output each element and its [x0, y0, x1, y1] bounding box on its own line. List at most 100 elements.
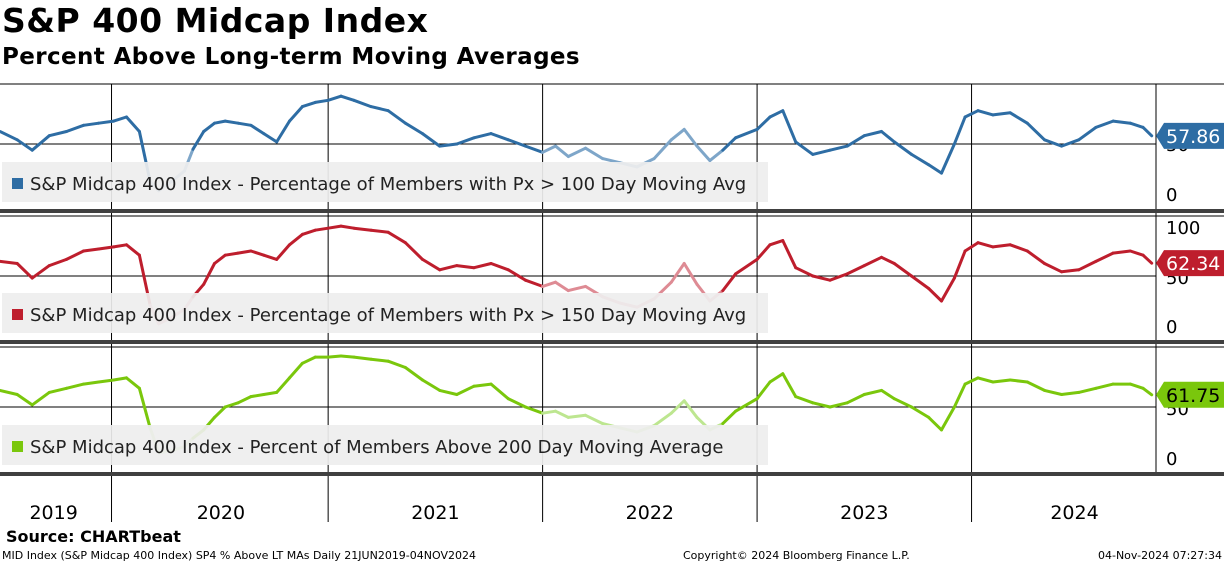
series-segment-p100 — [352, 98, 373, 109]
series-segment-p150 — [262, 253, 279, 261]
series-segment-p100 — [1111, 119, 1132, 125]
series-segment-p150 — [403, 241, 424, 261]
series-segment-p150 — [0, 259, 19, 265]
series-segment-p100 — [82, 121, 101, 127]
series-segment-p200 — [262, 390, 279, 396]
series-segment-p100 — [1141, 125, 1154, 138]
series-segment-p100 — [1128, 121, 1145, 129]
series-segment-p150 — [721, 272, 738, 293]
series-segment-p100 — [862, 130, 883, 138]
series-segment-p100 — [880, 130, 896, 144]
series-segment-p100 — [781, 109, 798, 144]
series-segment-p100 — [438, 142, 459, 148]
series-segment-p150 — [940, 276, 956, 303]
series-segment-p100 — [421, 132, 442, 148]
series-segment-p200 — [65, 382, 86, 390]
series-segment-p100 — [927, 163, 943, 175]
legend-swatch-p200 — [12, 441, 23, 452]
series-segment-p100 — [236, 121, 253, 127]
series-segment-p100 — [386, 109, 407, 125]
series-segment-p200 — [1043, 388, 1064, 396]
series-segment-p200 — [910, 405, 931, 419]
series-segment-p100 — [963, 109, 980, 119]
series-segment-p200 — [438, 388, 459, 396]
series-segment-p200 — [862, 388, 883, 396]
series-segment-p200 — [403, 366, 424, 382]
series-segment-p150 — [554, 280, 570, 293]
series-segment-p100 — [191, 130, 206, 151]
footer-timestamp: 04-Nov-2024 07:27:34 — [1097, 549, 1222, 562]
series-segment-p200 — [386, 359, 407, 369]
series-segment-p150 — [734, 257, 759, 276]
series-segment-p200 — [524, 405, 545, 415]
series-segment-p150 — [472, 262, 493, 270]
series-segment-p100 — [65, 123, 86, 133]
series-segment-p200 — [1094, 382, 1115, 390]
series-segment-p100 — [472, 132, 493, 140]
series-segment-p100 — [811, 148, 832, 156]
series-segment-p200 — [963, 376, 980, 386]
series-segment-p200 — [30, 390, 51, 407]
series-segment-p100 — [300, 100, 317, 109]
series-segment-p200 — [845, 393, 866, 405]
series-segment-p100 — [125, 115, 141, 133]
series-segment-p100 — [112, 115, 128, 123]
series-segment-p200 — [1008, 378, 1029, 384]
series-segment-p100 — [584, 146, 605, 161]
series-segment-p150 — [963, 241, 980, 253]
series-segment-p200 — [1128, 382, 1145, 390]
series-segment-p200 — [275, 376, 291, 394]
series-segment-p100 — [369, 105, 390, 113]
xaxis-label-2021: 2021 — [411, 502, 459, 524]
series-segment-p200 — [97, 378, 116, 384]
series-segment-p150 — [1141, 253, 1154, 265]
panel-separator-p100 — [0, 209, 1224, 213]
series-segment-p200 — [927, 415, 943, 432]
series-segment-p200 — [506, 397, 527, 409]
series-segment-p100 — [313, 98, 330, 104]
series-segment-p200 — [1060, 390, 1081, 396]
series-segment-p150 — [202, 262, 216, 286]
series-segment-p200 — [125, 376, 141, 390]
series-segment-p200 — [541, 409, 557, 415]
series-segment-p200 — [489, 382, 510, 401]
series-segment-p200 — [768, 372, 785, 384]
series-segment-p200 — [566, 413, 587, 419]
series-segment-p200 — [236, 395, 253, 405]
ytick-label-p150-0: 0 — [1166, 317, 1177, 338]
last-value-tag-p150 — [1156, 250, 1224, 277]
xaxis-label-2024: 2024 — [1050, 502, 1098, 524]
chart-title: S&P 400 Midcap Index — [2, 1, 429, 40]
series-segment-p100 — [275, 119, 291, 144]
series-segment-p100 — [828, 144, 849, 152]
panel-separator-p150 — [0, 340, 1224, 344]
series-segment-p150 — [223, 251, 240, 257]
series-segment-p150 — [65, 249, 86, 261]
series-segment-p100 — [554, 144, 570, 158]
series-segment-p150 — [669, 262, 686, 284]
series-segment-p200 — [1025, 380, 1046, 392]
series-segment-p150 — [976, 241, 995, 249]
series-segment-p100 — [734, 127, 759, 140]
series-segment-p150 — [794, 266, 815, 278]
series-segment-p100 — [288, 105, 304, 123]
series-segment-p200 — [326, 354, 343, 359]
chart-subtitle: Percent Above Long-term Moving Averages — [2, 44, 581, 70]
series-segment-p100 — [223, 119, 240, 125]
series-segment-p200 — [554, 409, 570, 419]
series-segment-p150 — [326, 224, 343, 230]
series-segment-p100 — [1060, 138, 1081, 148]
series-segment-p150 — [811, 274, 832, 282]
series-segment-p100 — [213, 119, 227, 125]
series-segment-p100 — [524, 144, 545, 154]
legend-label-p150: S&P Midcap 400 Index - Percentage of Mem… — [30, 305, 746, 326]
series-segment-p200 — [455, 384, 476, 396]
series-segment-p200 — [734, 397, 759, 413]
series-segment-p100 — [47, 130, 68, 138]
series-segment-p100 — [541, 144, 557, 154]
series-segment-p100 — [455, 136, 476, 146]
last-value-label-p100: 57.86 — [1166, 126, 1220, 148]
series-segment-p200 — [892, 397, 913, 409]
series-segment-p100 — [339, 94, 356, 102]
